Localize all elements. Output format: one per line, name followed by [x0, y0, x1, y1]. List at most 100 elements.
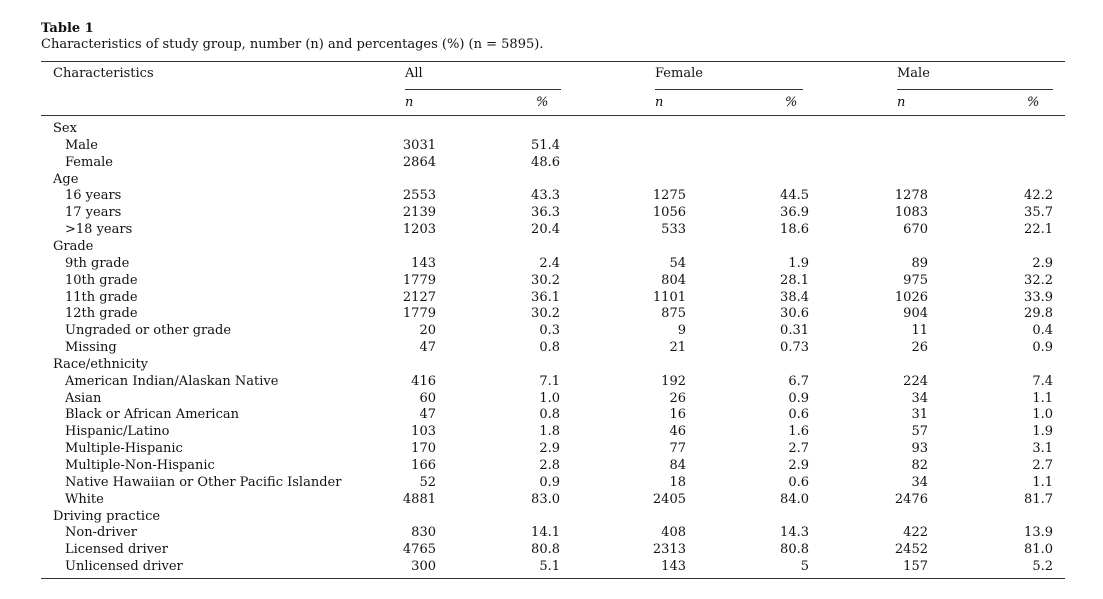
male-pct-cell: 13.9 [1024, 525, 1053, 541]
group-row: Grade [0, 238, 1103, 255]
female-pct-cell: 6.7 [788, 373, 809, 389]
female-pct-cell: 84.0 [780, 491, 809, 507]
table-row: Female 2864 48.6 [0, 154, 1103, 171]
all-pct-cell: 14.1 [531, 525, 560, 541]
female-pct-header: % [785, 95, 798, 110]
all-pct-cell: 36.1 [531, 289, 560, 305]
male-n-cell: 157 [903, 559, 928, 575]
all-n-cell: 2139 [402, 205, 436, 221]
group-label: Sex [53, 121, 77, 136]
male-n-cell: 26 [911, 340, 928, 356]
all-pct-cell: 1.0 [539, 390, 560, 406]
all-n-cell: 47 [419, 340, 436, 356]
all-n-cell: 1779 [402, 306, 436, 322]
group-row: Race/ethnicity [0, 356, 1103, 373]
female-pct-cell: 0.9 [788, 390, 809, 406]
group-label: Grade [53, 238, 94, 254]
female-pct-cell: 30.6 [780, 306, 809, 322]
male-n-cell: 670 [903, 222, 928, 238]
female-n-cell: 54 [669, 255, 686, 271]
female-pct-cell: 36.9 [780, 205, 809, 221]
female-n-cell: 408 [661, 525, 686, 541]
row-label: White [65, 491, 104, 507]
row-label: 16 years [65, 188, 122, 204]
female-n-cell: 804 [661, 272, 686, 288]
all-pct-cell: 30.2 [531, 306, 560, 322]
table-row: 11th grade 2127 36.1 1101 38.4 1026 33.9 [0, 289, 1103, 306]
male-pct-cell: 1.1 [1032, 474, 1053, 490]
header-all: All [405, 66, 423, 81]
all-n-cell: 830 [411, 525, 436, 541]
male-n-cell: 34 [911, 390, 928, 406]
male-n-cell: 1026 [894, 289, 928, 305]
all-n-cell: 47 [419, 407, 436, 423]
all-pct-cell: 20.4 [531, 222, 560, 238]
table-row: Male 3031 51.4 [0, 137, 1103, 154]
row-label: Non-driver [65, 525, 137, 541]
row-label: Hispanic/Latino [65, 424, 170, 440]
table-row: 16 years 2553 43.3 1275 44.5 1278 42.2 [0, 187, 1103, 204]
male-pct-cell: 32.2 [1024, 272, 1053, 288]
group-row: Driving practice [0, 508, 1103, 525]
group-label: Driving practice [53, 508, 161, 524]
row-label: Asian [65, 390, 102, 406]
row-label: Unlicensed driver [65, 559, 183, 575]
all-n-cell: 1779 [402, 272, 436, 288]
female-n-cell: 46 [669, 424, 686, 440]
female-n-cell: 1101 [652, 289, 686, 305]
all-pct-header: % [536, 95, 549, 110]
all-n-cell: 4881 [402, 491, 436, 507]
male-pct-cell: 35.7 [1024, 205, 1053, 221]
female-n-cell: 9 [677, 323, 686, 339]
table-description: Characteristics of study group, number (… [41, 37, 544, 52]
male-n-cell: 975 [903, 272, 928, 288]
table-row: Native Hawaiian or Other Pacific Islande… [0, 474, 1103, 491]
all-pct-cell: 51.4 [531, 137, 560, 153]
male-n-cell: 2476 [894, 491, 928, 507]
row-label: Licensed driver [65, 542, 168, 558]
male-n-cell: 57 [911, 424, 928, 440]
row-label: 11th grade [65, 289, 138, 305]
male-n-header: n [897, 95, 906, 110]
male-pct-cell: 42.2 [1024, 188, 1053, 204]
all-pct-cell: 83.0 [531, 491, 560, 507]
row-label: Ungraded or other grade [65, 323, 232, 339]
female-pct-cell: 80.8 [780, 542, 809, 558]
male-n-cell: 224 [903, 373, 928, 389]
all-n-cell: 300 [411, 559, 436, 575]
row-label: 10th grade [65, 272, 138, 288]
male-pct-cell: 3.1 [1032, 441, 1053, 457]
male-pct-cell: 2.9 [1032, 255, 1053, 271]
male-pct-cell: 1.1 [1032, 390, 1053, 406]
female-pct-cell: 0.73 [780, 340, 809, 356]
all-pct-cell: 0.8 [539, 407, 560, 423]
row-label: 12th grade [65, 306, 138, 322]
male-n-cell: 82 [911, 458, 928, 473]
female-n-cell: 875 [661, 306, 686, 322]
female-n-cell: 84 [669, 458, 686, 473]
all-n-cell: 170 [411, 441, 436, 457]
female-pct-cell: 2.9 [788, 458, 809, 473]
row-label: Female [65, 154, 113, 170]
header-male: Male [897, 66, 930, 81]
male-n-cell: 904 [903, 306, 928, 322]
table-row: 12th grade 1779 30.2 875 30.6 904 29.8 [0, 305, 1103, 322]
female-pct-cell: 0.6 [788, 474, 809, 490]
female-pct-cell: 0.31 [780, 323, 809, 339]
female-n-header: n [655, 95, 664, 110]
male-pct-cell: 0.9 [1032, 340, 1053, 356]
female-pct-cell: 28.1 [780, 272, 809, 288]
table-row: Ungraded or other grade 20 0.3 9 0.31 11 0.4 [0, 322, 1103, 339]
female-n-cell: 18 [669, 474, 686, 490]
table-row: 9th grade 143 2.4 54 1.9 89 2.9 [0, 255, 1103, 272]
table-row: 17 years 2139 36.3 1056 36.9 1083 35.7 [0, 204, 1103, 221]
table-caption: Table 1 Characteristics of study group, … [41, 21, 543, 53]
row-label: Native Hawaiian or Other Pacific Islande… [65, 474, 342, 490]
all-pct-cell: 36.3 [531, 205, 560, 221]
row-label: Black or African American [65, 407, 239, 423]
top-rule [41, 61, 1065, 62]
female-n-cell: 143 [661, 559, 686, 575]
all-pct-cell: 43.3 [531, 188, 560, 204]
female-pct-cell: 0.6 [788, 407, 809, 423]
row-label: Male [65, 137, 98, 153]
